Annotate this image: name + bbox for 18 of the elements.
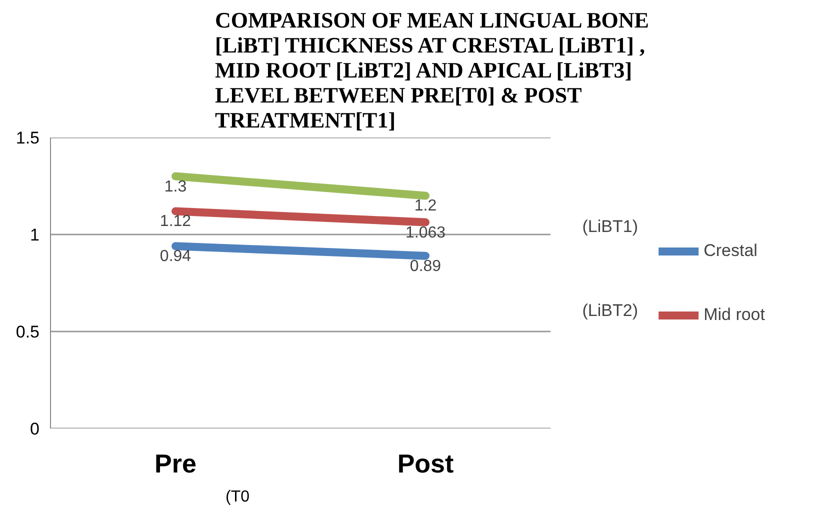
text: (LiBT2) <box>582 300 638 320</box>
data-label: 1.3 <box>164 178 187 196</box>
legend-label: Mid root <box>704 304 765 324</box>
chart-title: COMPARISON OF MEAN LINGUAL BONE [LiBT] THICKNESS AT CRESTAL [LiBT1] , MID ROOT [LiBT2] AND APICAL [LiBT3] LEVEL BETWEEN PRE[T0] & POST TREATMENT[T1] <box>215 8 649 132</box>
text: (LiBT1) <box>582 216 638 236</box>
data-label: 0.89 <box>410 258 442 275</box>
y-tick-label: 0.5 <box>16 322 40 342</box>
data-label: 1.2 <box>414 198 437 215</box>
y-tick-label: 1.5 <box>16 128 40 148</box>
y-tick-label: 0 <box>30 420 40 438</box>
data-label: 1.063 <box>405 224 446 242</box>
legend-label: Crestal <box>704 240 758 260</box>
data-label: 1.12 <box>160 213 192 230</box>
data-label: 0.94 <box>160 248 192 266</box>
x-tick-label: Pre <box>154 448 196 478</box>
x-tick-label: Post <box>397 448 454 478</box>
text: (T0 <box>226 488 250 506</box>
y-tick-label: 1 <box>30 226 40 244</box>
